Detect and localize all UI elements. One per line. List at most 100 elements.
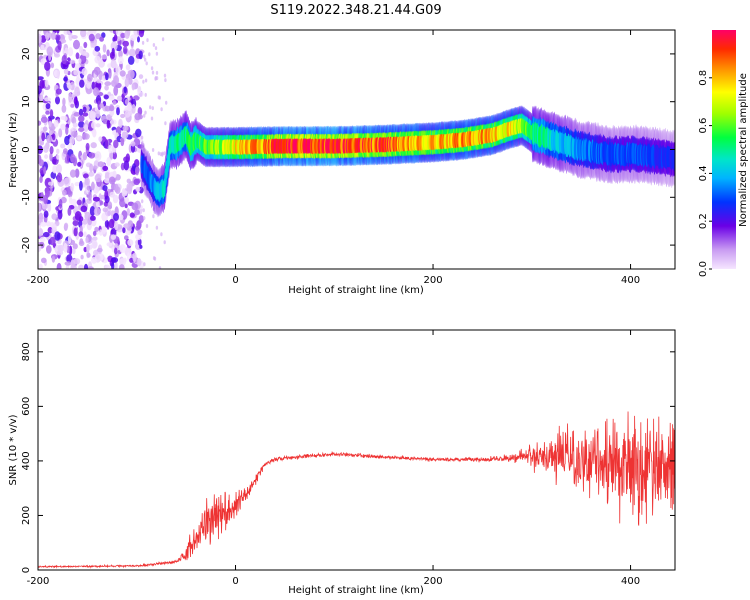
spectral-noise-blob: [124, 111, 131, 118]
spectral-noise-blob: [95, 123, 101, 128]
spectral-noise-blob: [108, 105, 115, 112]
colorbar-tick-label: 0.8: [698, 70, 709, 86]
spectral-noise-blob: [45, 110, 50, 115]
spectral-noise-blob: [124, 30, 130, 39]
spectral-noise-blob: [81, 68, 88, 76]
spectral-noise-blob: [105, 72, 109, 81]
snr-y-tick-label: 600: [21, 397, 32, 416]
spectral-noise-blob: [83, 231, 87, 238]
spectral-noise-blob: [126, 252, 130, 261]
spectral-noise-blob: [133, 95, 140, 101]
spectral-noise-blob: [131, 83, 135, 91]
spectral-noise-blob: [138, 50, 143, 60]
spectral-noise-blob: [42, 231, 50, 238]
snr-x-tick-label: 200: [423, 576, 442, 587]
spectral-noise-blob: [89, 163, 94, 173]
spectral-noise-blob: [53, 119, 59, 128]
spectral-noise-blob: [62, 189, 67, 196]
spectral-noise-blob: [144, 92, 147, 97]
spectral-noise-blob: [122, 125, 129, 131]
spectral-noise-blob: [52, 165, 57, 174]
spectral-noise-blob: [108, 144, 112, 154]
spectral-noise-blob: [137, 229, 143, 236]
spectral-noise-blob: [41, 132, 46, 142]
spectral-noise-blob: [91, 121, 96, 129]
spectral-noise-blob: [94, 226, 99, 233]
spectral-noise-blob: [116, 107, 120, 116]
spectral-noise-blob: [129, 212, 135, 218]
spectral-noise-blob: [121, 131, 129, 139]
spectral-noise-blob: [143, 54, 146, 59]
spectral-noise-blob: [152, 256, 156, 261]
spectral-noise-blob: [104, 85, 109, 91]
spectral-noise-blob: [108, 69, 112, 79]
spectral-noise-blob: [38, 33, 42, 44]
spectral-noise-blob: [144, 110, 147, 115]
spectral-noise-blob: [81, 51, 88, 56]
spectral-noise-blob: [54, 53, 60, 58]
spectral-noise-blob: [143, 216, 146, 221]
snr-x-tick-label: 400: [621, 576, 640, 587]
spectral-noise-blob: [143, 113, 146, 118]
spectral-noise-blob: [38, 76, 44, 81]
spectral-noise-blob: [134, 209, 140, 216]
spectral-noise-blob: [87, 266, 94, 269]
spectral-noise-blob: [83, 263, 89, 269]
spectral-noise-blob: [120, 137, 125, 147]
spectral-noise-blob: [99, 36, 104, 42]
spectral-noise-blob: [125, 153, 130, 163]
spectral-noise-blob: [65, 264, 70, 269]
snr-frame: [37, 329, 676, 571]
spectral-noise-blob: [46, 221, 51, 227]
snr-x-ticks: -200 0 200 400: [27, 330, 640, 587]
spectral-noise-blob: [45, 103, 51, 110]
spectral-noise-blob: [82, 112, 89, 117]
spectral-noise-blob: [50, 62, 55, 69]
spectral-noise-blob: [160, 232, 163, 237]
spectral-noise-blob: [52, 158, 57, 165]
spectral-noise-blob: [52, 223, 57, 231]
spectral-noise-blob: [118, 118, 123, 128]
spectral-noise-blob: [97, 100, 102, 111]
spectrogram-y-axis-label: Frequency (Hz): [8, 112, 19, 188]
spectral-noise-blob: [104, 264, 111, 269]
spectral-noise-blob: [56, 148, 60, 154]
spectral-noise-blob: [40, 191, 44, 202]
spectral-noise-blob: [63, 116, 68, 122]
spectral-noise-blob: [160, 107, 163, 112]
spectral-noise-blob: [109, 95, 115, 101]
spectral-noise-blob: [89, 111, 97, 120]
spectral-noise-blob: [64, 222, 69, 229]
spectral-noise-blob: [106, 156, 111, 167]
spectral-noise-blob: [82, 132, 88, 140]
spectral-noise-blob: [144, 78, 148, 83]
spectral-noise-blob: [104, 195, 110, 204]
spectral-noise-blob: [101, 225, 107, 233]
spectral-noise-blob: [150, 116, 154, 121]
spectral-noise-blob: [56, 250, 64, 256]
snr-y-tick-label: 800: [21, 342, 32, 361]
spectral-noise-blob: [43, 166, 47, 175]
spectral-noise-blob: [56, 70, 60, 80]
spectral-noise-blob: [41, 202, 48, 210]
snr-y-axis-label: SNR (10 * v/v): [8, 414, 19, 485]
spectral-noise-blob: [127, 69, 135, 80]
snr-x-axis-label: Height of straight line (km): [288, 585, 424, 596]
spectral-noise-blob: [154, 46, 158, 51]
spectral-noise-blob: [150, 66, 154, 71]
spectral-noise-blob: [43, 194, 48, 205]
spectral-noise-blob: [75, 52, 80, 60]
spectral-noise-blob: [89, 206, 96, 216]
spectral-noise-blob: [145, 61, 148, 66]
spectral-noise-blob: [119, 258, 126, 266]
spectral-noise-blob: [84, 177, 90, 186]
spectral-noise-blob: [155, 225, 159, 230]
spectral-noise-blob: [112, 100, 117, 105]
spectrogram-y-tick-label: 10: [21, 95, 32, 108]
spectral-noise-blob: [130, 141, 136, 147]
spectral-noise-blob: [48, 121, 52, 127]
spectral-noise-blob: [71, 130, 78, 138]
spectral-noise-blob: [50, 171, 57, 180]
spectral-noise-blob: [93, 206, 101, 216]
spectral-noise-blob: [139, 244, 143, 249]
